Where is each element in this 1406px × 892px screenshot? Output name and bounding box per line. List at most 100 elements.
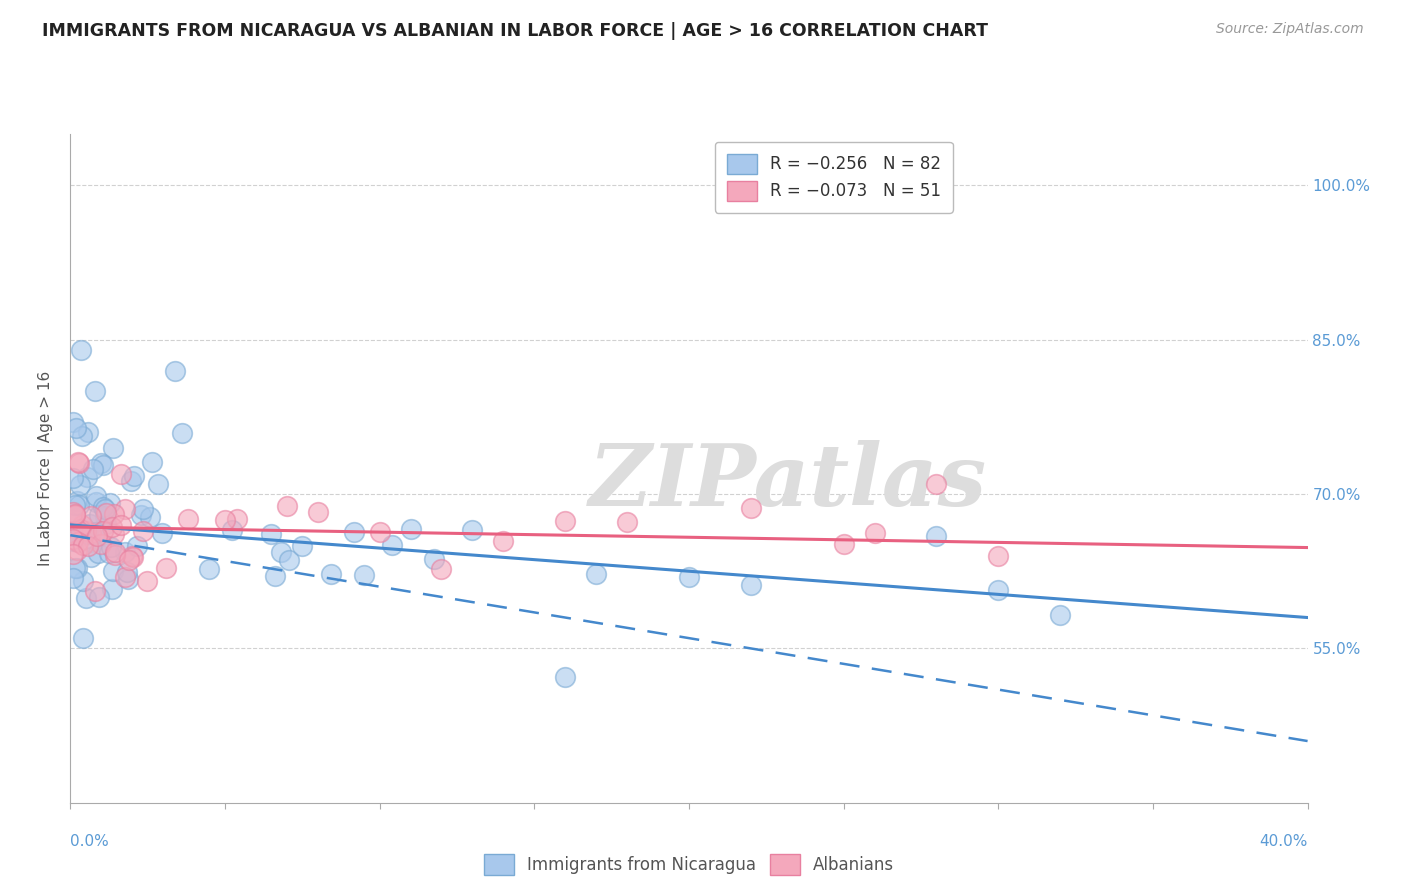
Point	[79, 526, 101, 541]
Point	[62, 505, 84, 519]
Point	[94, 508, 117, 523]
Point	[740, 578, 762, 592]
Point	[263, 568, 285, 582]
Point	[72, 574, 94, 588]
Point	[139, 509, 162, 524]
Point	[104, 548, 127, 562]
Y-axis label: In Labor Force | Age > 16: In Labor Force | Age > 16	[38, 371, 55, 566]
Point	[67, 498, 90, 512]
Point	[63, 561, 86, 575]
Point	[117, 572, 139, 586]
Point	[103, 442, 125, 456]
Point	[430, 561, 453, 575]
Point	[86, 528, 108, 542]
Point	[77, 539, 100, 553]
Point	[62, 534, 84, 549]
Point	[82, 462, 104, 476]
Point	[89, 508, 111, 523]
Point	[66, 494, 89, 508]
Point	[76, 526, 98, 541]
Point	[277, 553, 299, 567]
Point	[554, 670, 576, 684]
Point	[62, 510, 84, 524]
Point	[84, 525, 107, 540]
Point	[146, 476, 169, 491]
Point	[368, 524, 391, 539]
Point	[103, 527, 125, 541]
Point	[114, 570, 136, 584]
Point	[165, 363, 187, 377]
Point	[110, 467, 132, 481]
Point	[131, 502, 153, 516]
Legend: Immigrants from Nicaragua, Albanians: Immigrants from Nicaragua, Albanians	[477, 847, 901, 881]
Point	[129, 508, 152, 523]
Text: IMMIGRANTS FROM NICARAGUA VS ALBANIAN IN LABOR FORCE | AGE > 16 CORRELATION CHAR: IMMIGRANTS FROM NICARAGUA VS ALBANIAN IN…	[42, 22, 988, 40]
Point	[62, 547, 84, 561]
Point	[115, 565, 138, 579]
Point	[343, 525, 366, 540]
Point	[103, 507, 125, 521]
Point	[72, 429, 94, 443]
Point	[198, 562, 221, 576]
Text: ZIPatlas: ZIPatlas	[589, 440, 987, 524]
Point	[221, 523, 243, 537]
Point	[103, 565, 125, 579]
Point	[98, 496, 121, 510]
Point	[77, 425, 100, 440]
Point	[80, 509, 103, 524]
Point	[125, 540, 148, 554]
Point	[67, 456, 90, 470]
Point	[226, 512, 249, 526]
Point	[399, 522, 422, 536]
Point	[90, 537, 112, 551]
Point	[616, 516, 638, 530]
Point	[87, 590, 110, 604]
Point	[97, 546, 120, 560]
Point	[66, 561, 89, 575]
Point	[461, 524, 484, 538]
Point	[101, 520, 124, 534]
Point	[118, 552, 141, 566]
Point	[353, 568, 375, 582]
Point	[84, 384, 107, 398]
Point	[93, 502, 115, 516]
Point	[114, 545, 136, 559]
Point	[832, 537, 855, 551]
Point	[91, 524, 114, 538]
Point	[172, 425, 194, 440]
Point	[1049, 607, 1071, 622]
Point	[79, 517, 101, 532]
Point	[94, 517, 117, 532]
Point	[214, 513, 236, 527]
Point	[132, 524, 155, 538]
Point	[91, 458, 114, 472]
Point	[65, 508, 87, 522]
Point	[121, 549, 143, 564]
Point	[63, 508, 86, 522]
Point	[75, 524, 97, 538]
Point	[70, 343, 93, 357]
Point	[307, 504, 329, 518]
Point	[91, 500, 114, 515]
Point	[66, 455, 89, 469]
Point	[79, 535, 101, 549]
Point	[62, 415, 84, 429]
Point	[177, 511, 200, 525]
Point	[100, 541, 122, 555]
Point	[678, 570, 700, 584]
Point	[925, 529, 948, 543]
Text: Source: ZipAtlas.com: Source: ZipAtlas.com	[1216, 22, 1364, 37]
Point	[141, 455, 163, 469]
Point	[62, 533, 84, 547]
Text: 40.0%: 40.0%	[1260, 834, 1308, 849]
Point	[554, 514, 576, 528]
Point	[150, 526, 173, 541]
Point	[585, 566, 607, 581]
Point	[987, 549, 1010, 564]
Point	[925, 476, 948, 491]
Point	[62, 571, 84, 585]
Point	[72, 631, 94, 645]
Point	[69, 522, 91, 536]
Text: 0.0%: 0.0%	[70, 834, 110, 849]
Point	[381, 538, 404, 552]
